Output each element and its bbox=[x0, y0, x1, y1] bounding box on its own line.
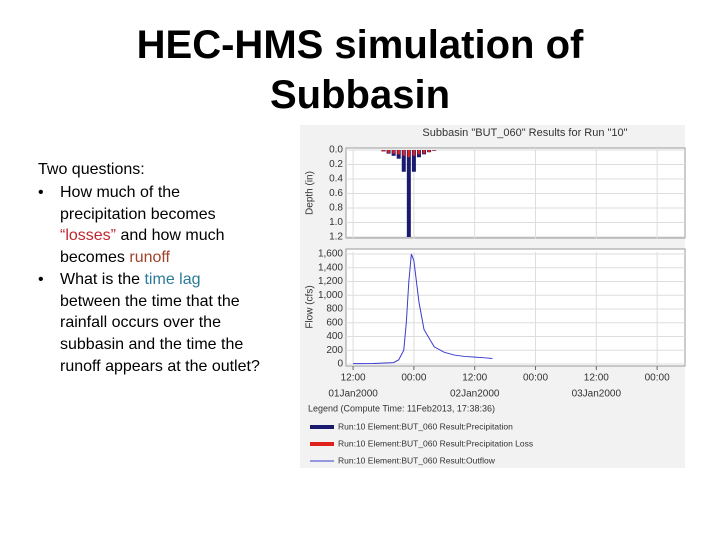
legend-title: Legend (Compute Time: 11Feb2013, 17:38:3… bbox=[308, 403, 495, 413]
y-axis-label: Depth (in) bbox=[305, 171, 316, 215]
slide-title: HEC-HMS simulation of bbox=[136, 23, 584, 67]
x-tick-label: 00:00 bbox=[401, 373, 426, 384]
bullet-text: between the time that the rainfall occur… bbox=[60, 292, 260, 375]
y-tick-label: 1,000 bbox=[318, 290, 343, 301]
bullet-text: and how much becomes bbox=[60, 227, 225, 267]
bullet-text: “losses” bbox=[60, 227, 117, 245]
bar bbox=[417, 150, 421, 155]
y-tick-label: 1,400 bbox=[318, 262, 343, 273]
bullet-text: How much of the precipitation becomes bbox=[60, 184, 216, 223]
date-label: 01Jan2000 bbox=[328, 389, 378, 400]
y-tick-label: 0.4 bbox=[329, 174, 343, 185]
y-tick-label: 800 bbox=[326, 304, 343, 315]
bar bbox=[422, 150, 426, 154]
bar bbox=[406, 150, 411, 237]
y-tick-label: 0 bbox=[337, 359, 343, 370]
bar bbox=[397, 150, 400, 155]
x-tick-label: 00:00 bbox=[523, 373, 548, 384]
x-tick-label: 00:00 bbox=[645, 373, 670, 384]
slide-title: Subbasin bbox=[269, 73, 451, 117]
bullet-text: time lag bbox=[144, 270, 201, 288]
bar bbox=[387, 150, 390, 153]
y-tick-label: 0.8 bbox=[329, 203, 343, 214]
x-tick-label: 12:00 bbox=[341, 373, 366, 384]
y-tick-label: 600 bbox=[326, 317, 343, 328]
bar bbox=[407, 150, 411, 158]
y-tick-label: 1,600 bbox=[318, 249, 343, 260]
bullet: What is the time lag between the time th… bbox=[38, 269, 265, 378]
x-tick-label: 12:00 bbox=[462, 373, 487, 384]
line bbox=[353, 253, 493, 365]
figure-title: Subbasin "BUT_060" Results for Run "10" bbox=[422, 127, 627, 139]
plot-area bbox=[345, 248, 686, 367]
bar bbox=[402, 150, 406, 156]
date-label: 03Jan2000 bbox=[572, 389, 622, 400]
date-label: 02Jan2000 bbox=[450, 389, 500, 400]
bullet-text: What is the bbox=[60, 270, 145, 288]
y-tick-label: 1.0 bbox=[329, 217, 343, 228]
bullet-list: How much of the precipitation becomes “l… bbox=[38, 182, 268, 377]
bar bbox=[401, 150, 406, 172]
y-tick-label: 0.0 bbox=[329, 145, 343, 156]
y-tick-label: 400 bbox=[326, 331, 343, 342]
bar bbox=[412, 150, 416, 156]
bar bbox=[392, 150, 395, 154]
y-tick-label: 0.6 bbox=[329, 188, 343, 199]
y-tick-label: 0.2 bbox=[329, 159, 343, 170]
legend-label: Run:10 Element:BUT_060 Result:Precipitat… bbox=[338, 421, 513, 431]
y-tick-label: 200 bbox=[326, 345, 343, 356]
x-tick-label: 12:00 bbox=[584, 373, 609, 384]
intro-text: Two questions: bbox=[38, 161, 145, 178]
bar bbox=[427, 150, 431, 153]
bullet-text: runoff bbox=[129, 249, 170, 267]
bullet: How much of the precipitation becomes “l… bbox=[38, 182, 265, 269]
bar bbox=[382, 150, 385, 152]
y-axis-label: Flow (cfs) bbox=[305, 285, 316, 328]
y-tick-label: 1,200 bbox=[318, 276, 343, 287]
legend-label: Run:10 Element:BUT_060 Result:Outflow bbox=[338, 455, 496, 465]
bar bbox=[411, 150, 416, 172]
legend-label: Run:10 Element:BUT_060 Result:Precipitat… bbox=[338, 438, 533, 448]
bar bbox=[432, 150, 436, 151]
y-tick-label: 1.2 bbox=[329, 232, 343, 243]
